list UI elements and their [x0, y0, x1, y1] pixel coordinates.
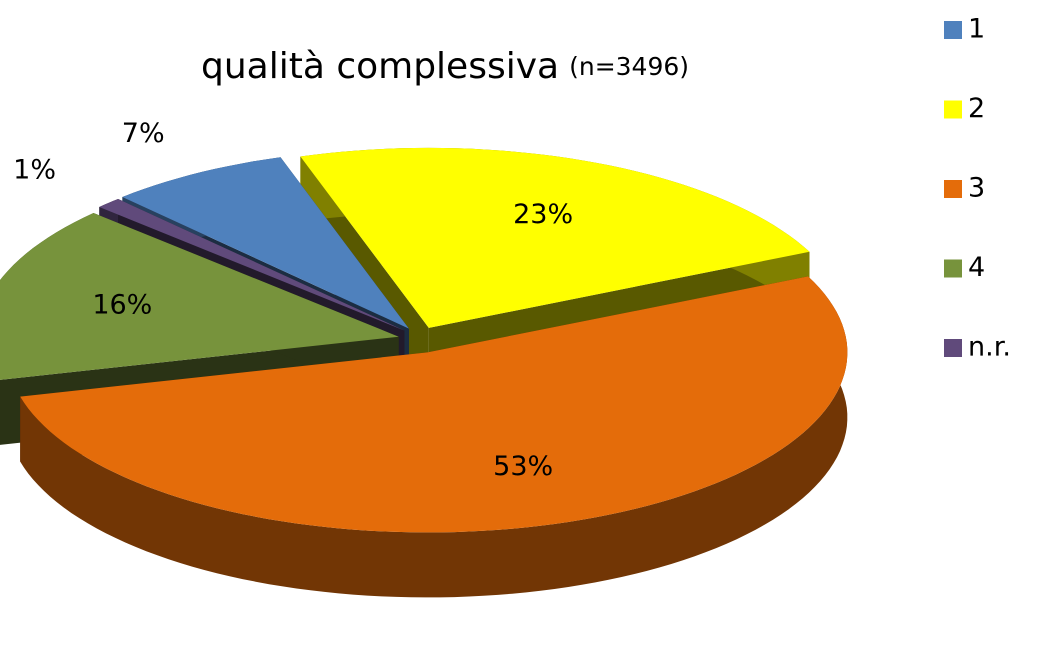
chart-subtitle: (n=3496) — [569, 52, 689, 81]
slice — [0, 213, 399, 380]
chart-title-group: qualità complessiva (n=3496) — [201, 46, 689, 87]
legend-label: 2 — [968, 93, 985, 124]
data-label: 16% — [92, 289, 152, 320]
data-label: 53% — [493, 451, 553, 482]
slice — [20, 276, 848, 533]
legend-swatch — [944, 21, 962, 39]
legend-label: 4 — [968, 252, 985, 283]
legend-swatch — [944, 259, 962, 278]
data-label: 23% — [513, 199, 573, 230]
chart-title: qualità complessiva — [201, 46, 559, 87]
slice-rim — [20, 276, 848, 598]
legend-label: n.r. — [968, 332, 1011, 363]
legend-label: 1 — [968, 14, 985, 45]
legend-swatch — [944, 100, 962, 119]
data-label: 1% — [13, 154, 56, 185]
legend-label: 3 — [968, 173, 985, 204]
slice — [122, 157, 409, 329]
legend-swatch — [944, 339, 962, 357]
slice — [300, 147, 810, 328]
slice — [99, 199, 405, 331]
data-label: 7% — [122, 118, 165, 149]
legend-swatch — [944, 180, 962, 198]
